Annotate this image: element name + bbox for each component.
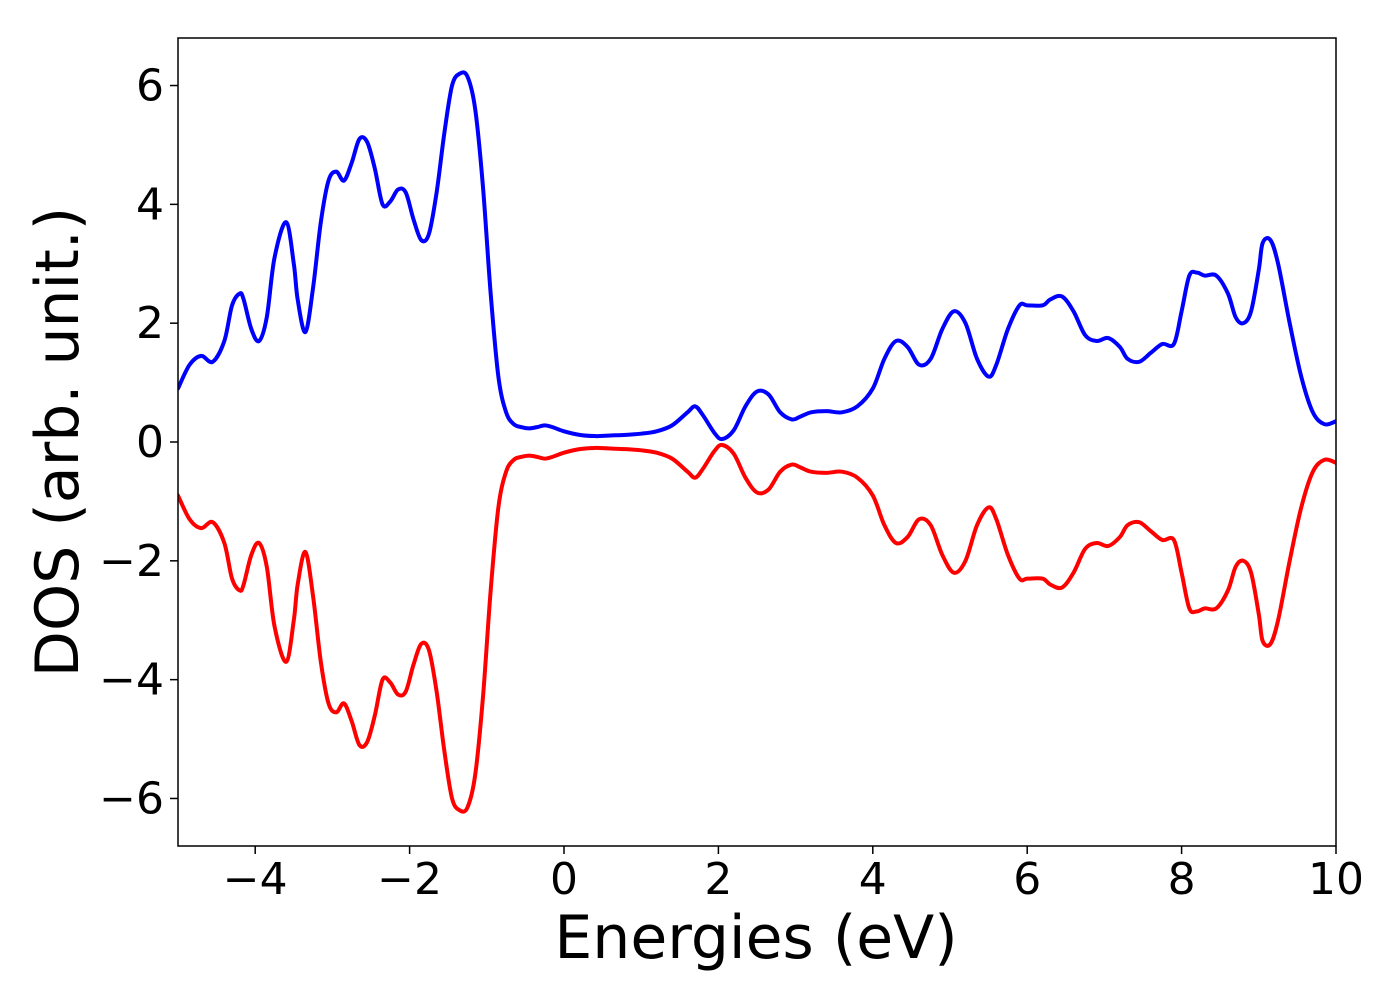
y-tick-label: 2 [136,298,164,349]
y-tick-label: −6 [99,773,164,824]
x-tick-label: 6 [1013,854,1041,905]
y-tick-label: 4 [136,179,164,230]
axes: −4 −2 0 2 4 6 8 10 −6 −4 −2 0 2 4 6 [99,37,1364,905]
x-tick-label: 4 [859,854,887,905]
x-axis-label: Energies (eV) [554,903,957,973]
x-tick-label: 2 [704,854,732,905]
plot-area [178,70,1336,814]
x-tick-label: 8 [1168,854,1196,905]
x-tick-label: −4 [223,854,288,905]
x-tick-label: 10 [1308,854,1364,905]
y-tick-label: 0 [136,417,164,468]
y-tick-label: 6 [136,61,164,112]
series-group [178,70,1336,814]
y-tick-label: −2 [99,536,164,587]
x-tick-label: −2 [377,854,442,905]
series-line-2 [178,442,1336,814]
y-tick-label: −4 [99,655,164,706]
y-axis-label: DOS (arb. unit.) [23,207,93,677]
series-line-1 [178,70,1336,442]
x-tick-label: 0 [550,854,578,905]
